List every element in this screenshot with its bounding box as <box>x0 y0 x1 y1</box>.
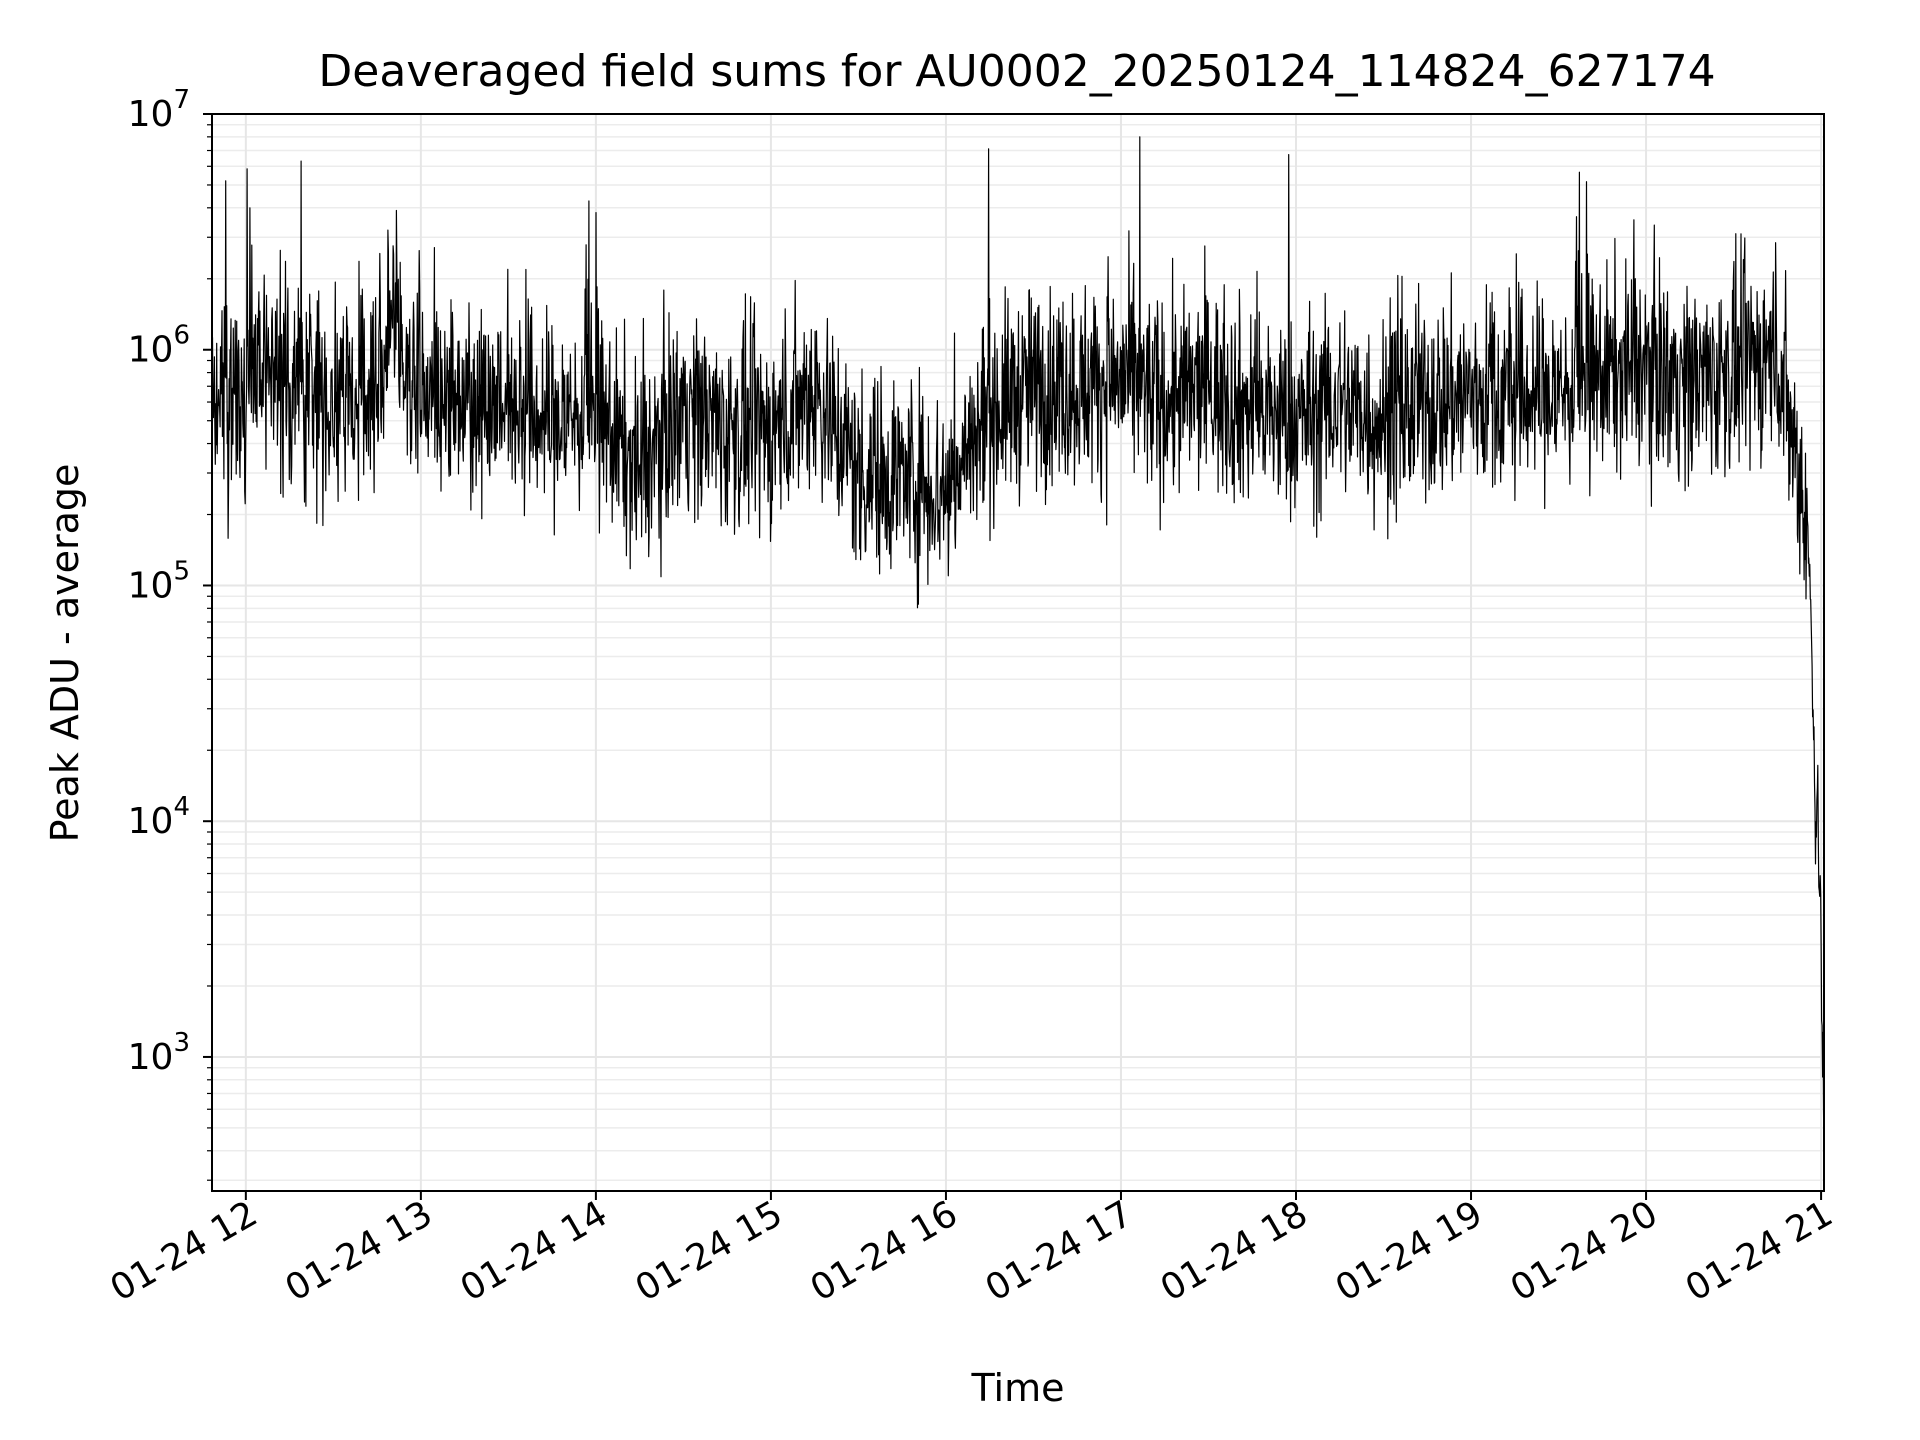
y-tick-label: 105 <box>128 556 190 606</box>
y-tick-labels: 103 104 105 106 107 <box>128 85 190 1078</box>
axis-ticks <box>203 113 1823 1200</box>
plot-frame <box>211 113 1825 1192</box>
y-tick-label: 107 <box>128 85 190 135</box>
x-axis-label: Time <box>971 1366 1065 1410</box>
y-tick-label: 104 <box>128 792 190 842</box>
y-tick-label: 106 <box>128 321 190 371</box>
chart-title: Deaveraged field sums for AU0002_2025012… <box>318 46 1715 97</box>
y-axis-label: Peak ADU - average <box>43 464 87 843</box>
series-line <box>212 136 1824 1157</box>
y-tick-label: 103 <box>128 1028 190 1078</box>
